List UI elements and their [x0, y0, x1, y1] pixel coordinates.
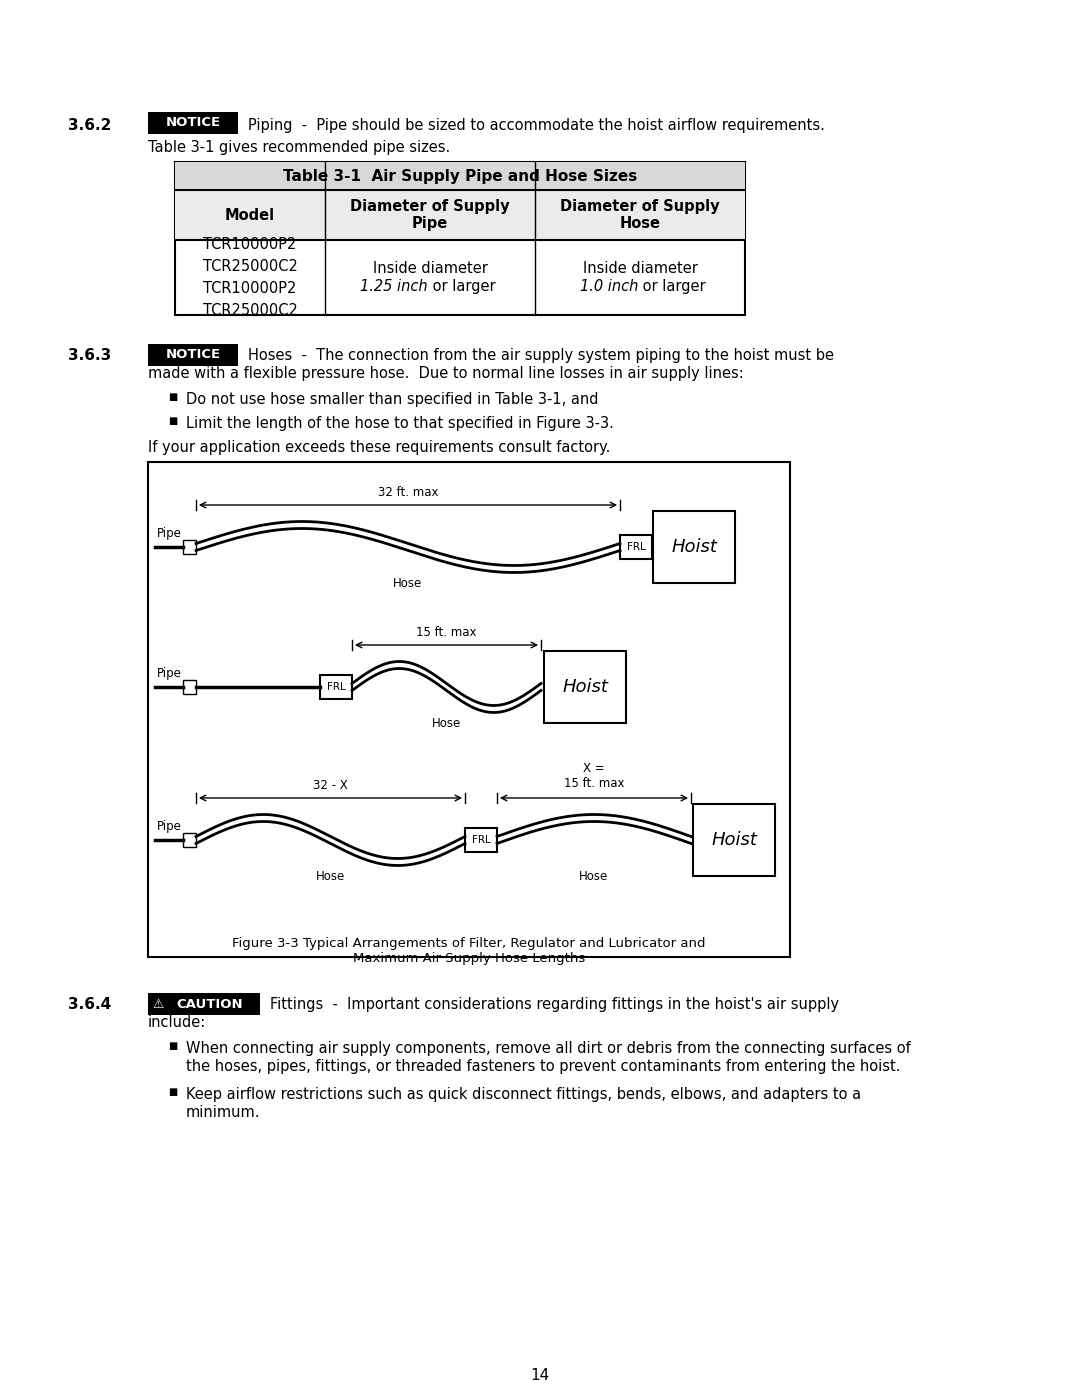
Text: ■: ■	[168, 1087, 177, 1097]
Text: the hoses, pipes, fittings, or threaded fasteners to prevent contaminants from e: the hoses, pipes, fittings, or threaded …	[186, 1059, 901, 1074]
Text: Hose: Hose	[315, 870, 346, 883]
Text: Hose: Hose	[432, 717, 461, 731]
Text: Inside diameter: Inside diameter	[582, 261, 698, 277]
Bar	[175, 162, 745, 314]
Text: Hoist: Hoist	[671, 538, 717, 556]
Text: Hose: Hose	[393, 577, 422, 590]
Text: minimum.: minimum.	[186, 1105, 260, 1120]
Text: or larger: or larger	[638, 279, 705, 293]
Text: Diameter of Supply
Pipe: Diameter of Supply Pipe	[350, 198, 510, 231]
Bar	[183, 833, 195, 847]
Text: Pipe: Pipe	[157, 527, 181, 541]
Text: Hoses  -  The connection from the air supply system piping to the hoist must be: Hoses - The connection from the air supp…	[248, 348, 834, 363]
Text: Hoist: Hoist	[562, 678, 608, 696]
Text: 14: 14	[530, 1368, 550, 1383]
Bar	[544, 651, 626, 724]
Bar	[148, 993, 260, 1016]
Text: Table 3-1  Air Supply Pipe and Hose Sizes: Table 3-1 Air Supply Pipe and Hose Sizes	[283, 169, 637, 183]
Text: Keep airflow restrictions such as quick disconnect fittings, bends, elbows, and : Keep airflow restrictions such as quick …	[186, 1087, 861, 1102]
Text: ⚠: ⚠	[152, 997, 164, 1010]
Text: Hose: Hose	[579, 870, 609, 883]
Bar	[320, 675, 352, 698]
Text: FRL: FRL	[326, 682, 346, 692]
Bar	[148, 112, 238, 134]
Bar	[175, 162, 745, 190]
Text: 3.6.3: 3.6.3	[68, 348, 111, 363]
Text: Pipe: Pipe	[157, 820, 181, 833]
Text: 32 - X: 32 - X	[313, 780, 348, 792]
Text: X =
15 ft. max: X = 15 ft. max	[564, 761, 624, 789]
Text: If your application exceeds these requirements consult factory.: If your application exceeds these requir…	[148, 440, 610, 455]
Text: ■: ■	[168, 393, 177, 402]
Text: FRL: FRL	[472, 835, 490, 845]
Text: Diameter of Supply
Hose: Diameter of Supply Hose	[561, 198, 719, 231]
Text: made with a flexible pressure hose.  Due to normal line losses in air supply lin: made with a flexible pressure hose. Due …	[148, 366, 744, 381]
Text: include:: include:	[148, 1016, 206, 1030]
Text: Piping  -  Pipe should be sized to accommodate the hoist airflow requirements.: Piping - Pipe should be sized to accommo…	[248, 117, 825, 133]
Text: FRL: FRL	[626, 542, 646, 552]
Text: 1.0 inch: 1.0 inch	[580, 279, 638, 293]
Text: 1.25 inch: 1.25 inch	[361, 279, 428, 293]
Text: Figure 3-3 Typical Arrangements of Filter, Regulator and Lubricator and
Maximum : Figure 3-3 Typical Arrangements of Filte…	[232, 937, 705, 965]
Bar	[183, 541, 195, 555]
Text: ■: ■	[168, 416, 177, 426]
Text: Do not use hose smaller than specified in Table 3-1, and: Do not use hose smaller than specified i…	[186, 393, 598, 407]
Text: Limit the length of the hose to that specified in Figure 3-3.: Limit the length of the hose to that spe…	[186, 416, 613, 432]
Text: 3.6.4: 3.6.4	[68, 997, 111, 1011]
Text: 3.6.2: 3.6.2	[68, 117, 111, 133]
Text: Table 3-1 gives recommended pipe sizes.: Table 3-1 gives recommended pipe sizes.	[148, 140, 450, 155]
Text: Fittings  -  Important considerations regarding fittings in the hoist's air supp: Fittings - Important considerations rega…	[270, 997, 839, 1011]
Text: Pipe: Pipe	[157, 666, 181, 680]
Text: or larger: or larger	[428, 279, 496, 293]
Text: 32 ft. max: 32 ft. max	[378, 486, 438, 499]
Text: Hoist: Hoist	[711, 831, 757, 849]
Bar	[148, 344, 238, 366]
Text: Model: Model	[225, 208, 275, 222]
Text: NOTICE: NOTICE	[165, 348, 220, 362]
Bar	[183, 680, 195, 694]
Text: 15 ft. max: 15 ft. max	[416, 626, 476, 638]
Bar	[175, 190, 745, 240]
Text: TCR10000P2
TCR25000C2
TCR10000P2
TCR25000C2: TCR10000P2 TCR25000C2 TCR10000P2 TCR2500…	[203, 236, 297, 319]
Text: When connecting air supply components, remove all dirt or debris from the connec: When connecting air supply components, r…	[186, 1041, 910, 1056]
Bar	[693, 805, 775, 876]
Bar	[653, 511, 735, 583]
Bar	[465, 828, 497, 852]
Text: ■: ■	[168, 1041, 177, 1051]
Bar	[620, 535, 652, 559]
Bar	[148, 462, 789, 957]
Text: CAUTION: CAUTION	[177, 997, 243, 1010]
Text: Inside diameter: Inside diameter	[373, 261, 487, 277]
Text: NOTICE: NOTICE	[165, 116, 220, 130]
